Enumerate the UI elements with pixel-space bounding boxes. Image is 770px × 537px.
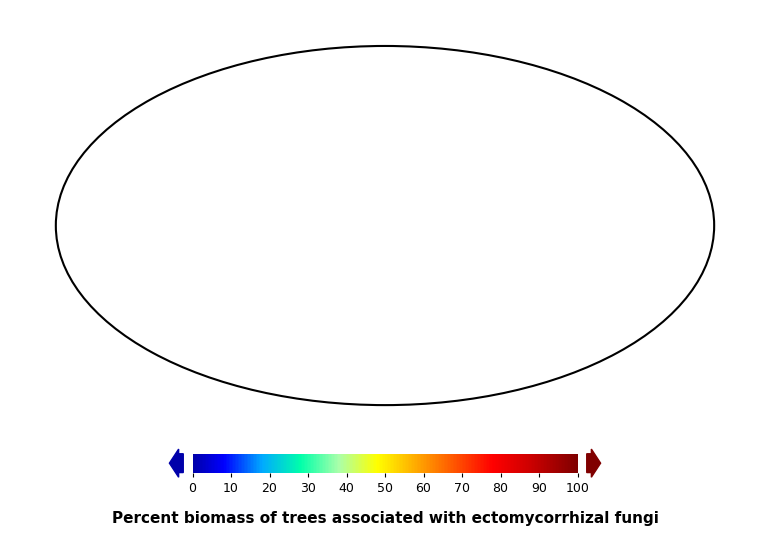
- Text: Percent biomass of trees associated with ectomycorrhizal fungi: Percent biomass of trees associated with…: [112, 511, 658, 526]
